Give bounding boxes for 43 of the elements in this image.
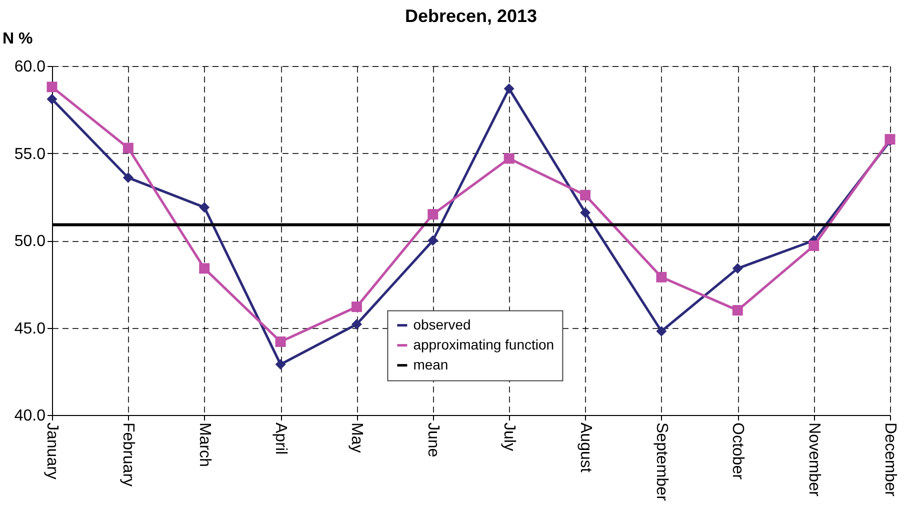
x-tick-label: February (120, 422, 137, 487)
point (351, 319, 362, 330)
x-tick-label: January (44, 422, 60, 480)
legend-label: approximating function (413, 336, 554, 352)
x-tick-label: March (196, 422, 213, 467)
y-axis-title: N % (2, 30, 33, 48)
point (46, 82, 58, 92)
x-tick-label: November (805, 422, 822, 497)
point (122, 172, 134, 183)
point (656, 272, 667, 282)
point (580, 207, 591, 218)
point (504, 83, 514, 94)
point (580, 190, 591, 200)
point (199, 263, 210, 274)
y-tick-label: 40.0 (14, 408, 46, 424)
point (732, 305, 743, 316)
x-tick-label: June (424, 422, 442, 458)
x-tick-label: May (348, 422, 366, 453)
y-tick-label: 45.0 (14, 320, 46, 338)
point (122, 142, 134, 154)
x-tick-label: December (882, 422, 898, 497)
legend-label: observed (413, 316, 471, 332)
x-tick-label: October (729, 422, 746, 480)
legend-label: mean (413, 356, 448, 372)
point (275, 336, 286, 347)
x-tick-label: September (652, 422, 670, 502)
y-tick-label: 55.0 (14, 146, 46, 163)
point (46, 94, 58, 104)
point (199, 202, 210, 213)
y-tick-label: 60.0 (14, 58, 46, 76)
chart-title: Debrecen, 2013 (404, 6, 538, 26)
point (351, 302, 362, 312)
x-tick-label: August (576, 422, 594, 473)
point (808, 240, 820, 251)
point (275, 359, 286, 370)
x-tick-label: July (500, 422, 518, 451)
x-tick-label: April (272, 422, 290, 455)
y-tick-label: 50.0 (14, 233, 46, 250)
point (656, 326, 667, 336)
point (732, 263, 743, 274)
point (504, 153, 514, 164)
point (428, 235, 438, 246)
point (428, 209, 438, 220)
